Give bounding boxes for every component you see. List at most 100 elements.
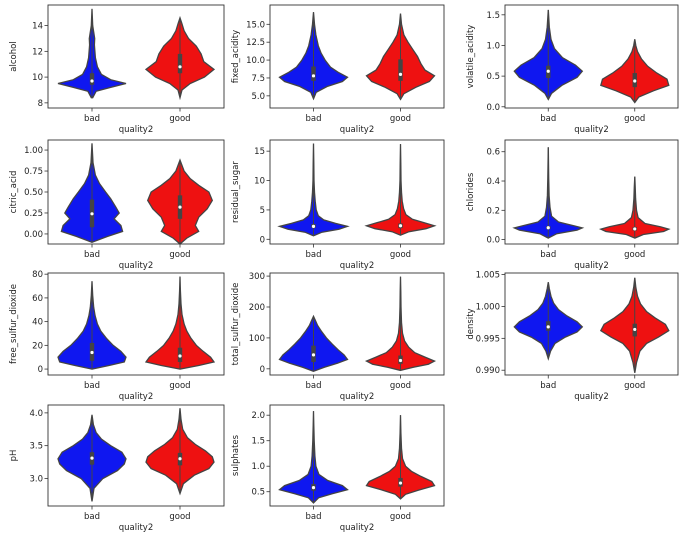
y-tick-label: 0.50 xyxy=(24,188,43,198)
x-tick-label-good: good xyxy=(390,114,411,124)
x-tick-label-bad: bad xyxy=(84,512,100,522)
axes-frame xyxy=(504,4,679,109)
median-dot-bad xyxy=(311,224,316,228)
x-axis-label: quality2 xyxy=(340,523,375,533)
median-dot-bad xyxy=(546,69,550,73)
y-tick-label: 1.00 xyxy=(24,146,43,156)
x-tick-label-good: good xyxy=(624,114,645,124)
y-tick-label: 0.00 xyxy=(24,230,43,240)
median-dot-bad xyxy=(311,353,316,357)
x-tick-label-good: good xyxy=(390,512,411,522)
x-tick-label-good: good xyxy=(169,250,190,260)
x-axis-label: quality2 xyxy=(340,125,375,135)
median-dot-bad xyxy=(546,226,550,230)
x-tick-label-bad: bad xyxy=(84,250,100,260)
y-tick-label: 10 xyxy=(254,177,265,187)
y-tick-label: 0 xyxy=(260,365,265,375)
y-tick-label: 7.5 xyxy=(251,74,265,84)
y-tick-label: 0.2 xyxy=(486,206,500,216)
y-tick-label: 1.000 xyxy=(476,302,500,312)
y-tick-label: 5 xyxy=(260,206,265,216)
y-tick-label: 0.5 xyxy=(486,72,500,82)
y-tick-label: 200 xyxy=(249,303,265,313)
median-dot-good xyxy=(633,79,637,83)
median-dot-bad xyxy=(546,325,550,329)
y-tick-label: 0 xyxy=(38,365,43,375)
y-tick-label: 60 xyxy=(32,294,43,304)
median-dot-good xyxy=(178,205,182,209)
median-dot-good xyxy=(398,481,403,485)
y-tick-label: 0.25 xyxy=(24,209,43,219)
y-axis-label: total_sulfur_dioxide xyxy=(231,283,241,366)
y-tick-label: 0.4 xyxy=(486,177,500,187)
violin-panel-volatile_acidity: 0.0 0.5 1.0 1.5 bad good quality2 volatile_acid… xyxy=(466,4,679,135)
y-tick-label: 3.5 xyxy=(29,442,43,452)
axes-frame xyxy=(504,139,679,245)
violin-panel-citric_acid: 0.00 0.25 0.50 0.75 1.00 bad good quality2 citri… xyxy=(9,139,225,271)
y-tick-label: 40 xyxy=(32,318,43,328)
median-dot-bad xyxy=(90,79,94,83)
x-tick-label-good: good xyxy=(624,381,645,391)
violin-panel-total_sulfur_dioxide: 0 100 200 300 bad good quality2 total_sulfur_di… xyxy=(231,272,445,402)
x-tick-label-good: good xyxy=(169,512,190,522)
x-tick-label-bad: bad xyxy=(540,114,556,124)
y-tick-label: 1.5 xyxy=(486,11,500,21)
y-axis-label: volatile_acidity xyxy=(466,25,476,89)
y-tick-label: 0.6 xyxy=(486,148,500,158)
y-axis-label: sulphates xyxy=(231,434,241,476)
y-tick-label: 2.0 xyxy=(251,411,265,421)
x-axis-label: quality2 xyxy=(574,125,609,135)
violin-panel-alcohol: 8 10 12 14 bad good quality2 alcohol xyxy=(9,4,225,135)
violin-panel-pH: 3.0 3.5 4.0 bad good quality2 pH xyxy=(9,404,225,533)
axes-frame xyxy=(269,272,445,376)
median-dot-bad xyxy=(90,350,94,355)
x-axis-label: quality2 xyxy=(119,523,154,533)
y-tick-label: 1.0 xyxy=(251,462,265,472)
y-axis-label: density xyxy=(466,308,476,339)
median-dot-good xyxy=(178,65,182,69)
median-dot-bad xyxy=(311,74,316,78)
violin-panel-free_sulfur_dioxide: 0 20 40 60 80 bad good quality2 free_sulfur_diox… xyxy=(9,270,225,402)
y-tick-label: 1.5 xyxy=(251,437,265,447)
y-tick-label: 0.0 xyxy=(486,103,500,113)
violin-panel-residual_sugar: 0 5 10 15 bad good quality2 residual_sugar xyxy=(231,139,445,271)
y-tick-label: 14 xyxy=(32,22,43,32)
violin-panel-density: 0.990 0.995 1.000 1.005 bad good quality2 densi… xyxy=(466,271,679,402)
median-dot-good xyxy=(633,227,637,231)
axes-frame xyxy=(47,4,225,109)
x-tick-label-good: good xyxy=(390,250,411,260)
median-dot-bad xyxy=(90,212,94,216)
y-tick-label: 1.0 xyxy=(486,41,500,51)
y-tick-label: 15.0 xyxy=(246,20,265,30)
x-axis-label: quality2 xyxy=(119,125,154,135)
x-axis-label: quality2 xyxy=(340,261,375,271)
y-tick-label: 20 xyxy=(32,341,43,351)
x-tick-label-good: good xyxy=(169,381,190,391)
violin-panel-fixed_acidity: 5.0 7.5 10.0 12.5 15.0 bad good quality2 fixed_a… xyxy=(231,4,445,135)
x-tick-label-bad: bad xyxy=(306,381,322,391)
y-tick-label: 1.005 xyxy=(476,271,500,281)
y-tick-label: 12 xyxy=(32,47,43,57)
y-tick-label: 0.5 xyxy=(251,488,265,498)
median-dot-good xyxy=(178,457,182,461)
y-tick-label: 80 xyxy=(32,270,43,280)
y-axis-label: citric_acid xyxy=(9,171,19,214)
y-tick-label: 3.0 xyxy=(29,474,43,484)
y-tick-label: 8 xyxy=(38,99,43,109)
axes-frame xyxy=(269,4,445,109)
y-axis-label: free_sulfur_dioxide xyxy=(9,284,19,364)
violin-panel-sulphates: 0.5 1.0 1.5 2.0 bad good quality2 sulphates xyxy=(231,404,445,533)
axes-frame xyxy=(269,404,445,507)
x-axis-label: quality2 xyxy=(119,392,154,402)
iqr-box-good xyxy=(177,53,183,74)
y-tick-label: 0.995 xyxy=(476,334,500,344)
iqr-box-bad xyxy=(89,73,95,85)
y-tick-label: 100 xyxy=(249,334,265,344)
y-tick-label: 12.5 xyxy=(246,38,265,48)
x-tick-label-good: good xyxy=(390,381,411,391)
x-axis-label: quality2 xyxy=(574,261,609,271)
x-axis-label: quality2 xyxy=(574,392,609,402)
y-tick-label: 0.0 xyxy=(486,236,500,246)
